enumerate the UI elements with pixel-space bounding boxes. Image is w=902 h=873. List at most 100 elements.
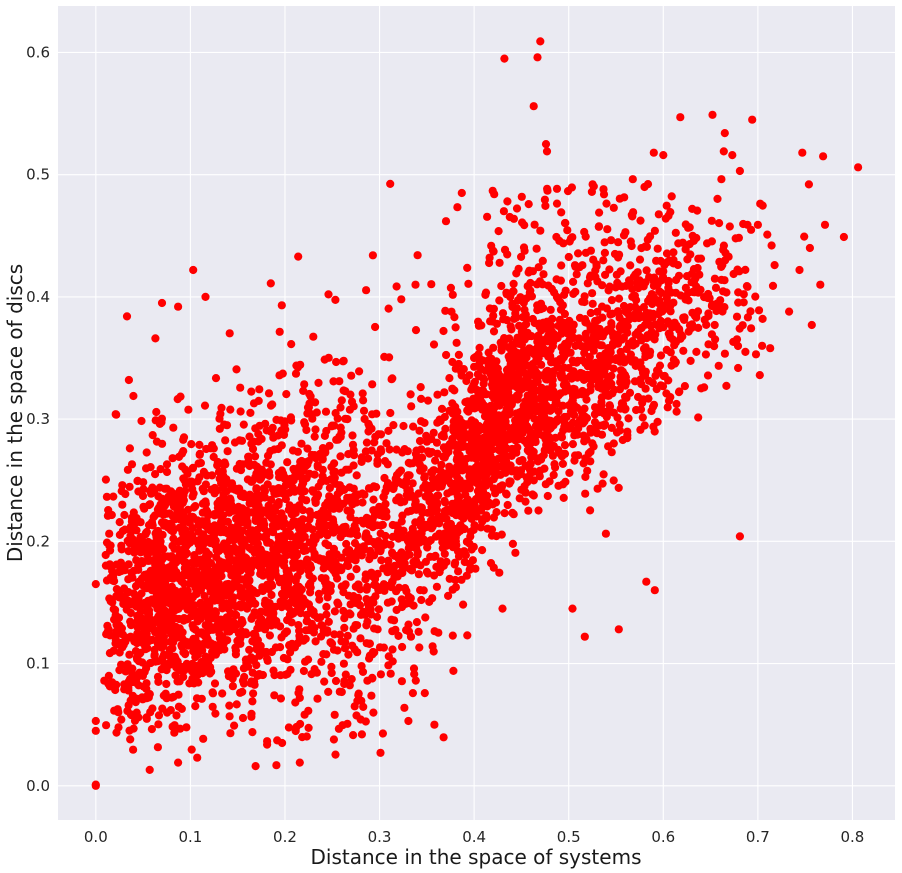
data-point: [663, 403, 672, 412]
data-point: [484, 348, 493, 357]
data-point: [331, 295, 340, 304]
data-point: [352, 711, 361, 720]
data-point: [650, 586, 659, 595]
data-point: [497, 281, 506, 291]
data-point: [637, 323, 646, 333]
data-point: [700, 383, 709, 392]
data-point: [371, 592, 380, 601]
data-point: [353, 531, 362, 540]
data-point: [327, 475, 336, 484]
data-point: [372, 409, 381, 418]
data-point: [344, 591, 353, 600]
data-point: [357, 457, 366, 466]
data-point: [671, 358, 680, 367]
data-point: [341, 414, 350, 423]
data-point: [126, 608, 135, 618]
data-point: [388, 645, 397, 654]
data-point: [560, 441, 570, 450]
data-point: [427, 448, 436, 457]
data-point: [638, 413, 647, 422]
data-point: [194, 578, 203, 587]
data-point: [321, 574, 330, 583]
data-point: [554, 407, 563, 416]
data-point: [109, 576, 118, 585]
data-point: [273, 522, 282, 531]
data-point: [582, 435, 591, 444]
data-point: [338, 484, 348, 494]
data-point: [367, 691, 376, 700]
data-point: [237, 436, 247, 445]
data-point: [220, 420, 229, 429]
data-point: [642, 334, 651, 343]
data-point: [416, 383, 425, 392]
data-point: [561, 218, 570, 228]
data-point: [620, 193, 629, 202]
data-point: [176, 392, 185, 401]
data-point: [324, 617, 333, 627]
data-point: [596, 360, 606, 369]
data-point: [804, 180, 814, 189]
data-point: [550, 331, 560, 340]
data-point: [560, 374, 569, 383]
data-point: [532, 244, 541, 253]
data-point: [397, 595, 406, 604]
data-point: [363, 599, 372, 609]
data-point: [590, 375, 599, 384]
data-point: [294, 252, 303, 261]
data-point: [694, 254, 703, 263]
y-tick-label: 0.3: [26, 410, 50, 428]
data-point: [276, 643, 285, 652]
data-point: [404, 716, 413, 726]
data-point: [511, 436, 520, 445]
data-point: [351, 621, 360, 630]
data-point: [219, 511, 228, 520]
data-point: [192, 694, 202, 703]
data-point: [264, 501, 273, 510]
data-point: [543, 491, 552, 501]
data-point: [450, 468, 459, 477]
data-point: [217, 561, 226, 570]
data-point: [228, 682, 237, 691]
data-point: [384, 567, 393, 576]
data-point: [186, 477, 195, 486]
data-point: [160, 573, 169, 582]
data-point: [498, 309, 508, 318]
data-point: [680, 315, 689, 324]
data-point: [471, 403, 480, 412]
data-point: [520, 221, 529, 230]
data-point: [210, 483, 219, 493]
data-point: [124, 677, 133, 686]
data-point: [674, 239, 683, 248]
data-point: [238, 505, 247, 514]
data-point: [304, 655, 313, 664]
data-point: [636, 375, 645, 384]
data-point: [104, 506, 113, 515]
data-point: [150, 650, 159, 659]
data-point: [735, 324, 744, 333]
data-point: [354, 543, 363, 552]
data-point: [390, 561, 399, 570]
data-point: [477, 321, 486, 330]
data-point: [154, 503, 164, 512]
data-point: [173, 677, 182, 686]
x-tick-label: 0.6: [651, 828, 675, 846]
data-point: [672, 275, 681, 285]
data-point: [735, 532, 745, 541]
data-point: [692, 347, 701, 356]
data-point: [525, 266, 534, 275]
data-point: [365, 518, 374, 527]
data-point: [114, 567, 124, 577]
data-point: [609, 203, 618, 212]
data-point: [168, 454, 177, 463]
y-tick-labels: 0.00.10.20.30.40.50.6: [26, 43, 50, 794]
data-point: [517, 192, 526, 201]
data-point: [317, 556, 326, 566]
data-point: [685, 240, 694, 249]
data-point: [361, 610, 370, 620]
data-point: [333, 574, 342, 583]
data-point: [211, 374, 221, 383]
data-point: [340, 614, 349, 623]
data-point: [292, 472, 301, 481]
data-point: [218, 467, 227, 476]
data-point: [199, 734, 208, 743]
